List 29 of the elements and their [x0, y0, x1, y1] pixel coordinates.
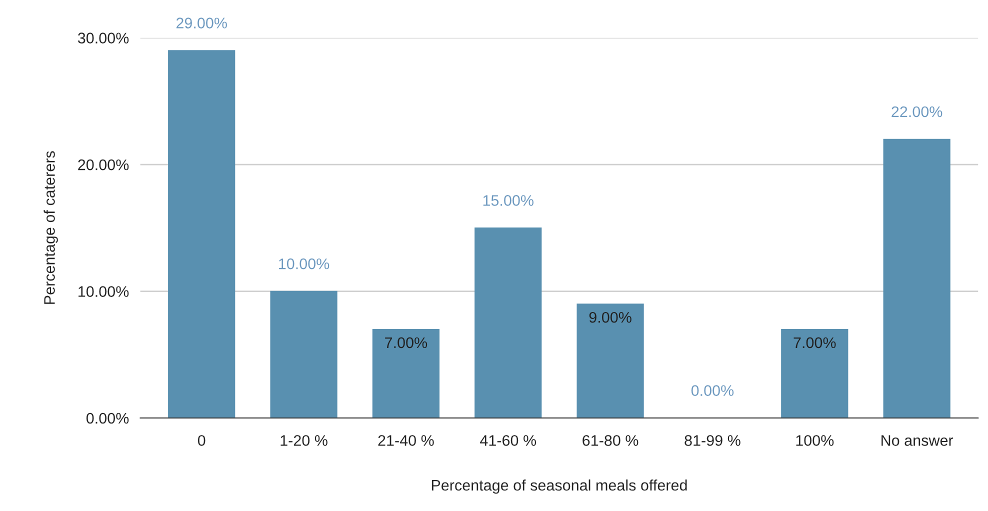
- y-axis-title: Percentage of caterers: [44, 151, 58, 304]
- data-label: 29.00%: [176, 18, 227, 28]
- bar: [270, 290, 338, 418]
- y-tick-label: 10.00%: [78, 286, 129, 297]
- data-label: 15.00%: [483, 195, 534, 206]
- x-tick-label: 100%: [796, 435, 834, 446]
- data-label: 9.00%: [589, 312, 632, 323]
- x-tick-label: No answer: [882, 435, 954, 446]
- x-axis-title: Percentage of seasonal meals offered: [432, 479, 687, 494]
- bar: [883, 138, 950, 418]
- x-tick-label: 61-80 %: [582, 435, 638, 446]
- data-label: 7.00%: [794, 337, 836, 348]
- data-label: 10.00%: [279, 258, 330, 270]
- data-label: 22.00%: [892, 106, 942, 118]
- bar: [576, 304, 644, 418]
- y-tick-label: 30.00%: [78, 32, 129, 44]
- bar: [781, 328, 848, 418]
- x-tick-label: 21-40 %: [378, 435, 434, 446]
- bar: [168, 50, 236, 418]
- y-tick-label: 20.00%: [78, 159, 129, 170]
- x-tick-label: 1-20 %: [280, 435, 328, 446]
- bar: [474, 228, 542, 418]
- x-tick-label: 41-60 %: [480, 435, 536, 446]
- bar: [372, 328, 440, 418]
- x-tick-label: 0: [198, 435, 206, 446]
- data-label: 0.00%: [691, 385, 734, 396]
- y-tick-label: 0.00%: [86, 412, 129, 424]
- x-tick-label: 81-99 %: [684, 435, 740, 446]
- data-label: 7.00%: [385, 337, 428, 348]
